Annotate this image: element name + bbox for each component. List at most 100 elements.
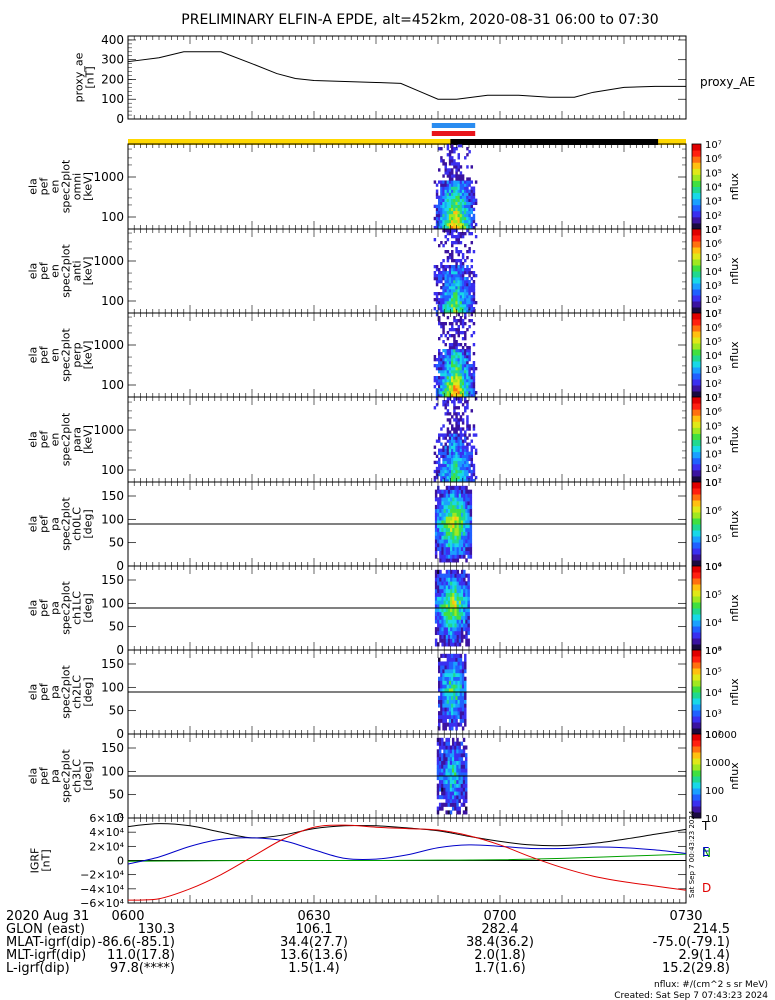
spectrogram-cell bbox=[458, 791, 461, 796]
spectrogram-cell bbox=[439, 493, 442, 498]
spectrogram-cell bbox=[457, 418, 460, 422]
spectrogram-cell bbox=[448, 256, 452, 260]
spectrogram-cell bbox=[461, 232, 465, 236]
spectrogram-cell bbox=[464, 661, 467, 666]
spectrogram-cell bbox=[472, 364, 476, 368]
spectrogram-cell bbox=[455, 364, 458, 368]
spectrogram-cell bbox=[455, 361, 458, 365]
spectrogram-cell bbox=[470, 445, 474, 449]
spectrogram-cell bbox=[433, 216, 437, 221]
spectrogram-cell bbox=[443, 642, 447, 647]
spectrogram-cell bbox=[444, 463, 447, 468]
spectrogram-cell bbox=[441, 779, 444, 784]
spec_perp-colorbar-segment bbox=[692, 391, 701, 398]
spectrogram-cell bbox=[438, 168, 441, 172]
spectrogram-cell bbox=[455, 657, 458, 662]
spectrogram-cell bbox=[453, 695, 456, 700]
spectrogram-cell bbox=[455, 340, 458, 344]
spectrogram-cell bbox=[472, 382, 476, 386]
spectrogram-cell bbox=[455, 463, 458, 468]
spectrogram-cell bbox=[451, 779, 455, 784]
spectrogram-cell bbox=[442, 367, 445, 371]
spec_anti-colorbar-tick: 10⁴ bbox=[705, 267, 722, 278]
spectrogram-cell bbox=[467, 512, 470, 517]
spectrogram-cell bbox=[447, 795, 451, 800]
spectrogram-cell bbox=[461, 301, 465, 305]
spectrogram-cell bbox=[441, 512, 444, 517]
spectrogram-cell bbox=[451, 277, 454, 281]
spectrogram-cell bbox=[446, 475, 450, 480]
spectrogram-cell bbox=[459, 400, 463, 404]
spectrogram-cell bbox=[447, 634, 451, 639]
spectrogram-cell bbox=[470, 454, 474, 459]
spectrogram-cell bbox=[438, 244, 441, 248]
spec_omni-colorbar-segment bbox=[692, 150, 701, 157]
proxy-ae-ytick-label: 0 bbox=[116, 112, 124, 126]
pa_ch3LC-colorbar-segment bbox=[692, 746, 701, 753]
spectrogram-cell bbox=[472, 391, 476, 395]
spectrogram-cell bbox=[443, 783, 446, 788]
spectrogram-cell bbox=[459, 165, 463, 169]
spectrogram-cell bbox=[453, 472, 456, 477]
spectrogram-cell bbox=[452, 577, 455, 582]
pa_ch2LC-colorbar-label: nflux bbox=[728, 678, 741, 706]
spectrogram-cell bbox=[444, 180, 447, 184]
spectrogram-cell bbox=[453, 653, 456, 658]
spectrogram-cell bbox=[455, 472, 458, 477]
spectrogram-cell bbox=[445, 554, 449, 559]
spectrogram-cell bbox=[444, 298, 447, 302]
spectrogram-cell bbox=[449, 776, 453, 781]
spectrogram-cell bbox=[472, 469, 476, 474]
spectrogram-cell bbox=[440, 295, 443, 299]
spectrogram-cell bbox=[435, 358, 439, 362]
spectrogram-cell bbox=[467, 623, 470, 628]
spectrogram-cell bbox=[444, 714, 447, 720]
footer-row-value: 2.0(1.8) bbox=[474, 948, 526, 963]
spectrogram-cell bbox=[453, 379, 456, 383]
spectrogram-cell bbox=[464, 349, 467, 353]
spectrogram-cell bbox=[466, 153, 469, 157]
spectrogram-cell bbox=[468, 358, 471, 362]
spectrogram-cell bbox=[438, 379, 441, 383]
spectrogram-cell bbox=[451, 741, 455, 746]
spectrogram-cell bbox=[438, 787, 442, 792]
spectrogram-cell bbox=[463, 600, 466, 605]
spectrogram-cell bbox=[453, 394, 456, 398]
pa_ch3LC-colorbar-tick: 100 bbox=[705, 786, 724, 797]
spectrogram-cell bbox=[459, 707, 463, 712]
spectrogram-cell bbox=[435, 268, 439, 272]
spectrogram-cell bbox=[438, 448, 441, 452]
spectrogram-cell bbox=[441, 535, 444, 540]
spectrogram-cell bbox=[459, 439, 463, 443]
spectrogram-cell bbox=[435, 195, 439, 199]
spectrogram-cell bbox=[442, 340, 445, 344]
spectrogram-cell bbox=[466, 391, 469, 395]
spectrogram-cell bbox=[438, 385, 441, 389]
pa_ch3LC-colorbar-segment bbox=[692, 734, 701, 741]
spectrogram-cell bbox=[470, 210, 474, 215]
spec_omni-colorbar-tick: 10⁵ bbox=[705, 168, 722, 179]
spectrogram-cell bbox=[457, 445, 460, 449]
spectrogram-cell bbox=[454, 638, 457, 643]
spectrogram-cell bbox=[444, 684, 447, 689]
spectrogram-cell bbox=[466, 189, 469, 193]
spectrogram-cell bbox=[453, 711, 456, 716]
spectrogram-cell bbox=[439, 600, 442, 605]
spectrogram-cell bbox=[474, 448, 478, 452]
spectrogram-cell bbox=[455, 427, 458, 431]
spectrogram-cell bbox=[452, 516, 455, 521]
spectrogram-cell bbox=[441, 539, 444, 544]
pa_ch0LC-colorbar-segment bbox=[692, 518, 701, 525]
spectrogram-cell bbox=[441, 611, 444, 616]
spec_perp-colorbar-tick: 10⁷ bbox=[705, 309, 722, 320]
spectrogram-cell bbox=[461, 207, 465, 212]
spectrogram-cell bbox=[457, 672, 460, 678]
spectrogram-cell bbox=[464, 791, 468, 796]
pa_ch0LC-ylabel-line: pef bbox=[38, 514, 51, 533]
spectrogram-cell bbox=[442, 222, 445, 227]
spectrogram-cell bbox=[461, 283, 465, 287]
spectrogram-cell bbox=[455, 376, 458, 380]
spectrogram-cell bbox=[448, 180, 452, 184]
spectrogram-cell bbox=[458, 504, 462, 510]
